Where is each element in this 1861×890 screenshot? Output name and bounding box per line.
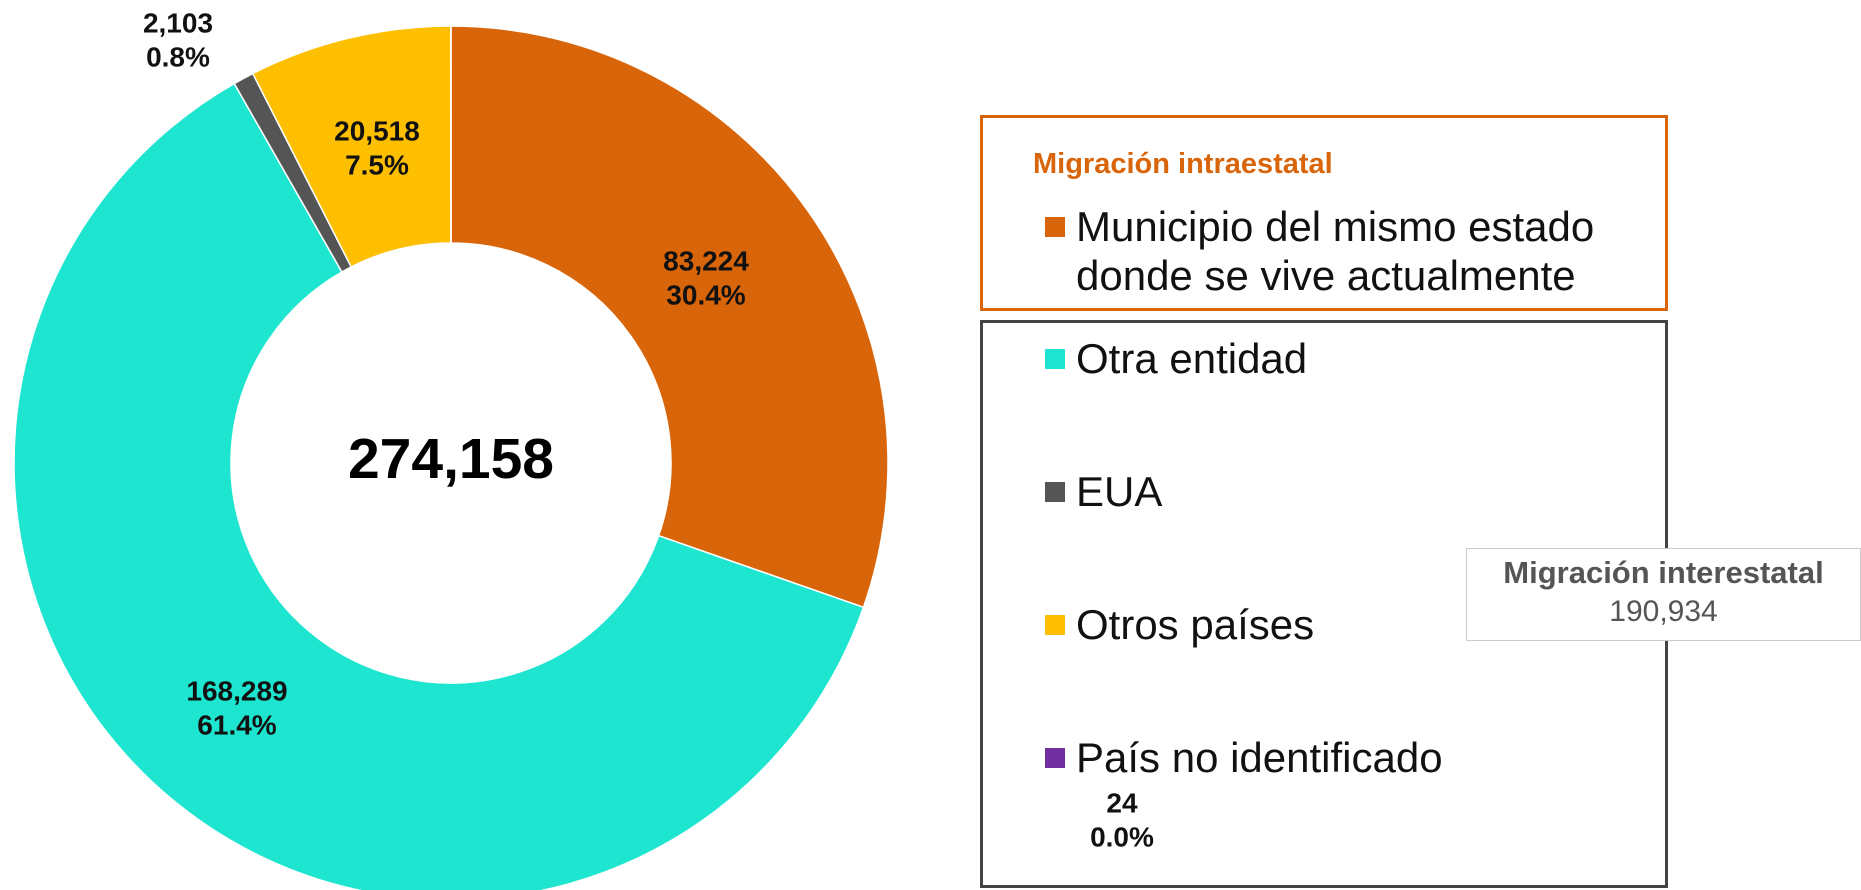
percent-label: 0.8%: [146, 41, 210, 72]
legend-swatch: [1044, 348, 1066, 370]
total-label: 274,158: [348, 427, 554, 491]
legend-label: País no identificado: [1076, 734, 1443, 781]
value-label: 20,518: [334, 115, 420, 146]
intraestatal-box: [980, 115, 1668, 311]
callout-total: 190,934: [1609, 595, 1718, 628]
legend-group-title: Migración intraestatal: [1033, 148, 1333, 180]
legend-swatch: [1044, 481, 1066, 503]
legend-label: Municipio del mismo estado donde se vive…: [1076, 203, 1595, 299]
legend-label: Otra entidad: [1076, 335, 1308, 382]
legend-swatch: [1044, 747, 1066, 769]
legend-label: EUA: [1076, 468, 1163, 515]
value-label: 83,224: [663, 245, 749, 276]
legend-label: Otros países: [1076, 601, 1315, 648]
value-label: 2,103: [143, 7, 213, 38]
percent-label: 0.0%: [1090, 821, 1154, 852]
legend-swatch: [1044, 614, 1066, 636]
callout-title: Migración interestatal: [1503, 555, 1824, 590]
percent-label: 7.5%: [345, 149, 409, 180]
donut-slice: [13, 82, 865, 890]
donut-slice: [450, 25, 889, 609]
percent-label: 61.4%: [197, 709, 276, 740]
legend-swatch: [1044, 216, 1066, 238]
value-label: 24: [1106, 787, 1138, 818]
interestatal-callout: Migración interestatal 190,934: [1466, 548, 1861, 641]
value-label: 168,289: [186, 675, 287, 706]
percent-label: 30.4%: [666, 279, 745, 310]
